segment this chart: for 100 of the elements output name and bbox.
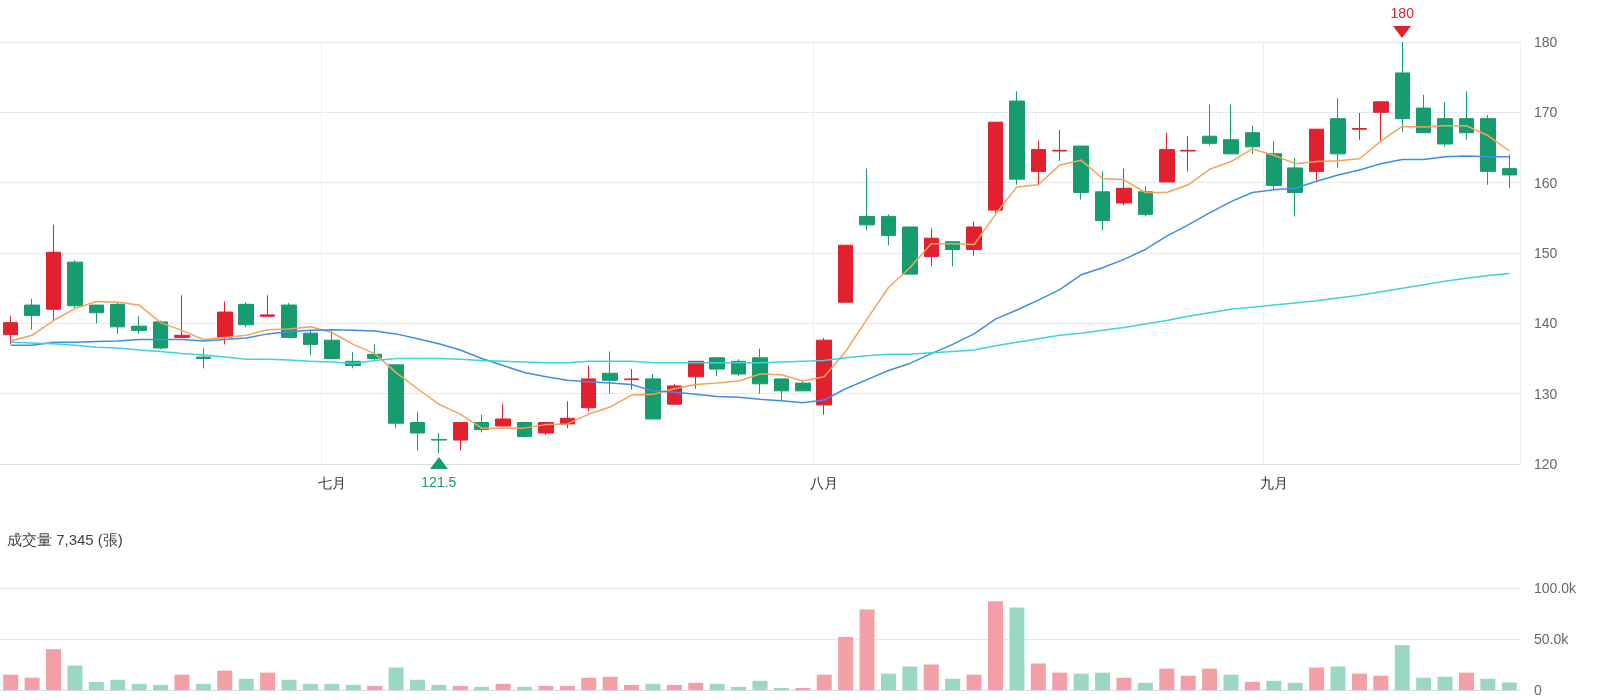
bar <box>67 665 83 690</box>
candlestick <box>1116 168 1132 206</box>
bar <box>3 674 19 690</box>
chart-title: 成交量 7,345 (張) <box>7 531 123 548</box>
bar <box>302 683 318 690</box>
candlestick <box>859 168 875 231</box>
bar <box>474 686 490 690</box>
bar <box>1309 667 1325 690</box>
candlestick <box>1266 140 1282 190</box>
candlestick <box>1245 125 1260 155</box>
candlestick <box>324 329 340 359</box>
x-tick-label: 八月 <box>810 475 839 491</box>
candlestick <box>453 422 468 452</box>
bar <box>88 681 104 690</box>
y-tick-label: 130 <box>1534 385 1558 402</box>
bar <box>645 683 661 690</box>
bar <box>174 674 190 690</box>
candlestick <box>1352 112 1367 141</box>
candlestick <box>217 301 233 345</box>
bar <box>709 683 725 690</box>
candlestick <box>1159 132 1175 183</box>
candlestick <box>260 294 275 317</box>
bar <box>1223 674 1239 690</box>
bar <box>923 664 939 690</box>
bar <box>773 687 789 690</box>
candlestick <box>1395 41 1410 133</box>
candlestick <box>3 315 18 345</box>
candlestick <box>131 315 147 335</box>
candlestick <box>495 403 511 427</box>
bar <box>238 678 254 690</box>
candlestick <box>431 432 447 454</box>
bar <box>1266 680 1282 690</box>
line-series <box>9 155 1511 404</box>
bar <box>110 679 126 690</box>
candlestick <box>774 378 789 401</box>
bar <box>859 609 875 690</box>
bar <box>46 649 62 690</box>
y-tick-label: 180 <box>1534 34 1558 50</box>
candlestick <box>388 364 404 429</box>
candlestick <box>1031 139 1046 186</box>
candlestick <box>838 244 853 303</box>
candlestick <box>731 358 746 377</box>
y-tick-label: 160 <box>1534 174 1558 191</box>
candlestick <box>624 368 639 390</box>
y-tick-label: 170 <box>1534 104 1558 121</box>
bar <box>816 674 832 690</box>
bar <box>902 666 918 690</box>
y-tick-label: 100.0k <box>1534 580 1578 596</box>
bar <box>559 685 575 690</box>
bar <box>602 676 618 690</box>
candlestick <box>174 294 190 338</box>
bar <box>1095 672 1111 690</box>
bar <box>945 678 961 690</box>
candlestick <box>816 337 832 416</box>
candlestick <box>1073 145 1089 201</box>
candlestick <box>581 365 596 412</box>
candlestick <box>988 121 1003 214</box>
bar <box>1202 668 1218 690</box>
candlestick <box>410 411 425 452</box>
bar <box>409 679 425 690</box>
candlestick <box>881 213 896 246</box>
candlestick <box>67 259 83 309</box>
candlestick <box>795 379 811 392</box>
bar <box>1458 672 1474 690</box>
candlestick <box>89 304 104 324</box>
bar <box>1394 645 1410 690</box>
bar <box>1373 675 1389 690</box>
candlestick <box>303 329 318 356</box>
bar <box>624 684 640 690</box>
y-tick-label: 120 <box>1534 456 1558 472</box>
bar <box>731 686 747 690</box>
bar <box>752 680 768 690</box>
candlestick <box>645 373 661 420</box>
candlestick <box>238 301 254 328</box>
bar <box>452 685 468 690</box>
bar <box>1287 682 1303 690</box>
candlestick <box>1309 128 1324 183</box>
candlestick <box>1502 154 1517 189</box>
bar <box>517 686 532 690</box>
candlestick <box>1223 104 1239 155</box>
bar <box>1116 677 1132 690</box>
bar <box>1351 673 1367 690</box>
candlestick <box>24 298 40 331</box>
candlestick <box>1373 101 1389 141</box>
bar <box>1480 678 1496 690</box>
bar <box>345 684 361 690</box>
candlestick <box>688 360 704 390</box>
bar <box>1180 675 1196 690</box>
candlestick <box>1480 114 1496 186</box>
bar <box>1073 673 1089 690</box>
candlestick <box>1202 104 1217 146</box>
bar <box>988 601 1003 690</box>
candlestick <box>1138 185 1153 217</box>
candlestick <box>966 220 982 257</box>
bar <box>795 687 811 690</box>
candlestick <box>1416 94 1431 134</box>
candlestick <box>1052 129 1067 162</box>
bar <box>1052 672 1068 690</box>
line-series <box>9 124 1511 429</box>
x-tick-label: 九月 <box>1259 475 1288 491</box>
